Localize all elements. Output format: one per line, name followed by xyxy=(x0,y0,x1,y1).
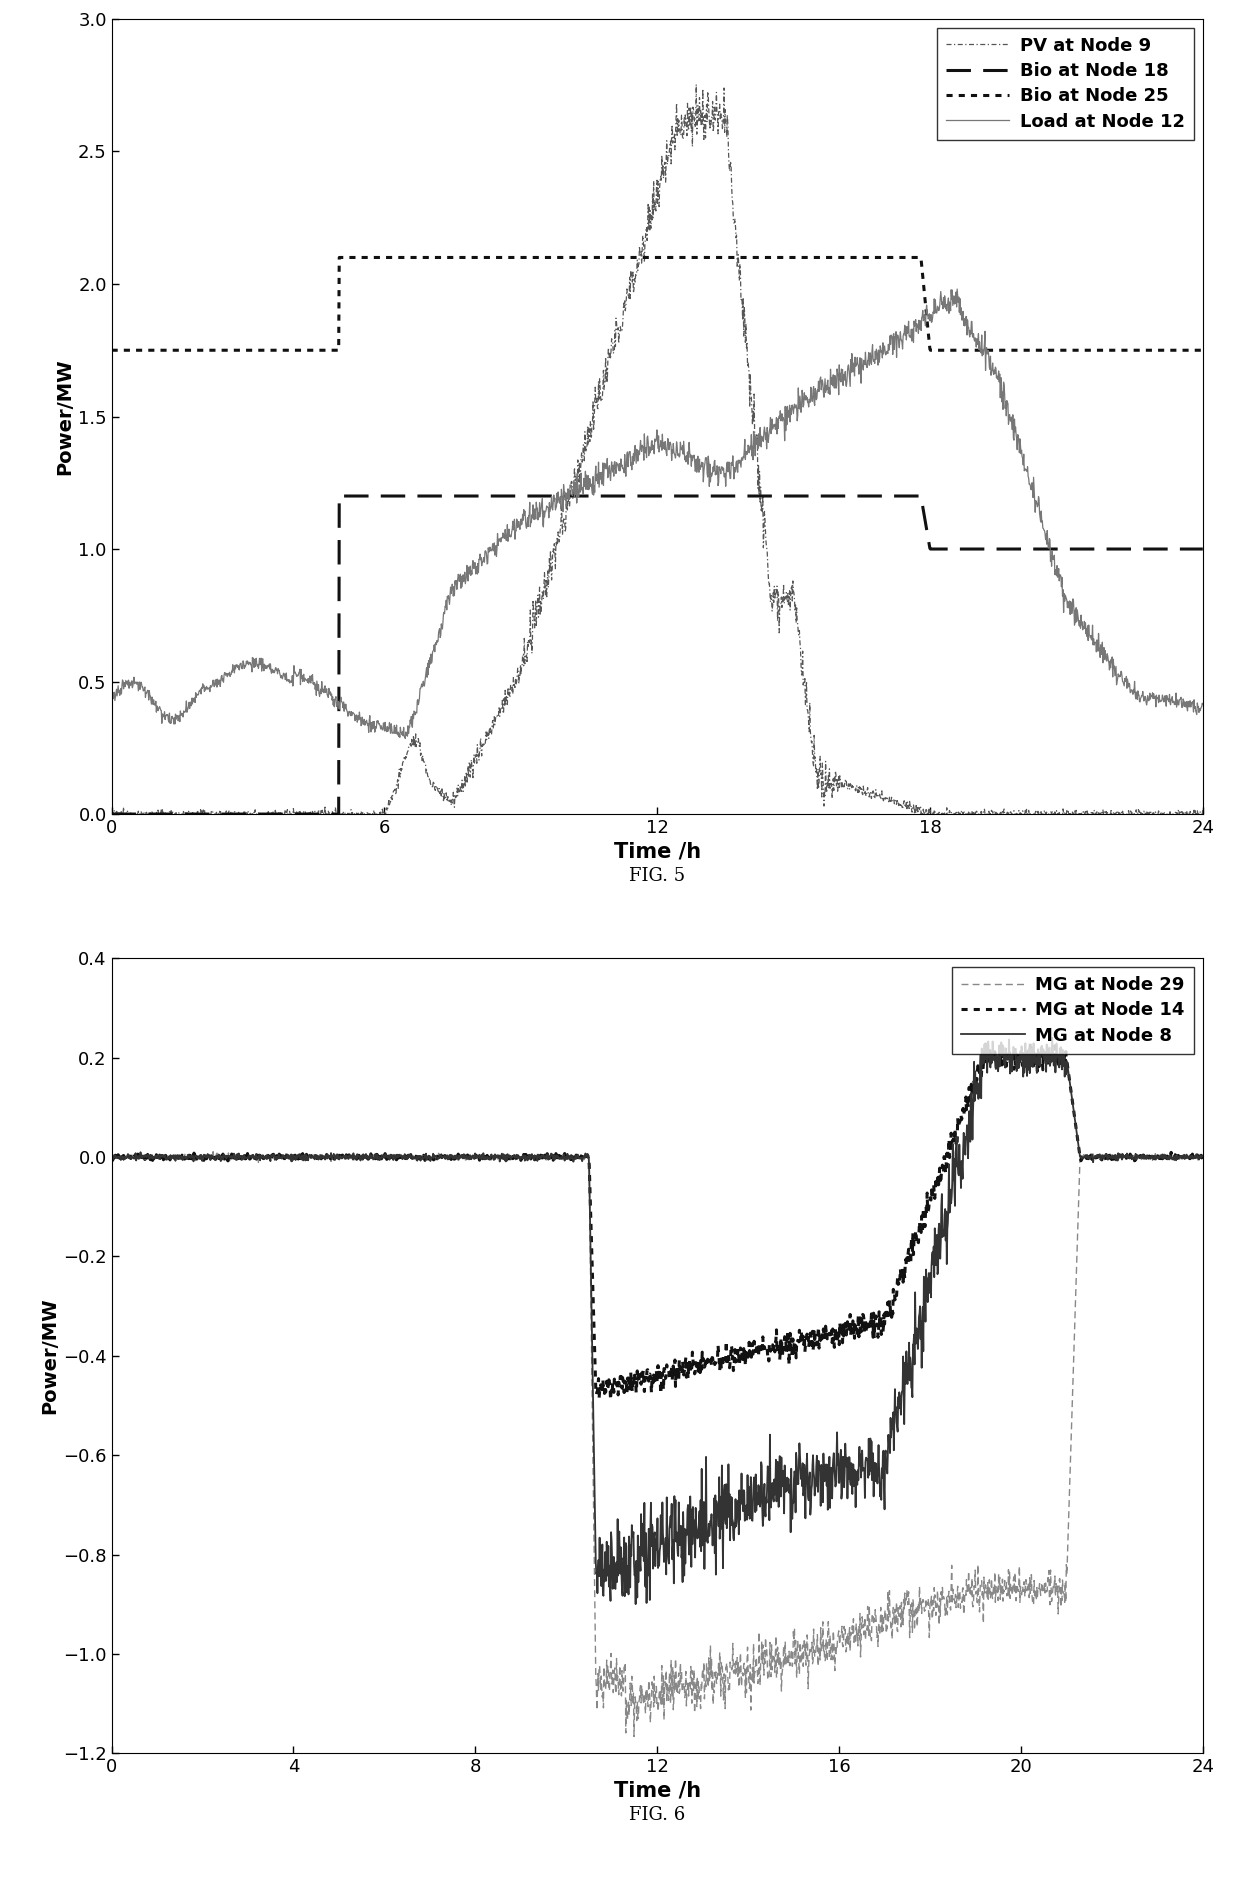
PV at Node 9 xyxy=(1164,803,1179,826)
Line: MG at Node 29: MG at Node 29 xyxy=(112,1152,1203,1737)
Load at Node 12 xyxy=(606,464,621,487)
PV at Node 9 xyxy=(635,223,650,246)
Load at Node 12 xyxy=(635,436,650,458)
PV at Node 9 xyxy=(1164,801,1179,824)
MG at Node 8 xyxy=(606,1561,621,1583)
MG at Node 8 xyxy=(160,1148,175,1170)
Load at Node 12 xyxy=(1164,689,1179,712)
PV at Node 9 xyxy=(1195,799,1210,822)
MG at Node 29 xyxy=(1195,1148,1210,1170)
Load at Node 12 xyxy=(1164,686,1179,708)
MG at Node 14 xyxy=(635,1364,650,1386)
MG at Node 29 xyxy=(206,1140,221,1163)
MG at Node 8 xyxy=(1044,1027,1059,1049)
Bio at Node 18 xyxy=(160,803,175,826)
Bio at Node 25 xyxy=(1163,339,1178,362)
PV at Node 9 xyxy=(965,799,980,822)
MG at Node 14 xyxy=(963,1072,978,1095)
X-axis label: Time /h: Time /h xyxy=(614,841,701,862)
Legend: PV at Node 9, Bio at Node 18, Bio at Node 25, Load at Node 12: PV at Node 9, Bio at Node 18, Bio at Nod… xyxy=(936,28,1194,140)
MG at Node 8 xyxy=(1195,1144,1210,1167)
Load at Node 12 xyxy=(950,278,965,301)
MG at Node 29 xyxy=(1164,1146,1179,1169)
Bio at Node 25 xyxy=(332,246,347,269)
MG at Node 8 xyxy=(635,1544,650,1566)
Bio at Node 18 xyxy=(635,485,650,508)
Line: Bio at Node 18: Bio at Node 18 xyxy=(112,496,1203,814)
PV at Node 9 xyxy=(688,74,703,97)
MG at Node 14 xyxy=(1195,1148,1210,1170)
MG at Node 8 xyxy=(629,1593,644,1616)
Load at Node 12 xyxy=(398,727,413,750)
MG at Node 8 xyxy=(104,1148,119,1170)
MG at Node 29 xyxy=(606,1671,621,1693)
Line: PV at Node 9: PV at Node 9 xyxy=(112,85,1203,816)
Bio at Node 25 xyxy=(160,339,175,362)
Y-axis label: Power/MW: Power/MW xyxy=(55,358,74,475)
MG at Node 29 xyxy=(965,1566,980,1589)
Load at Node 12 xyxy=(104,691,119,714)
Bio at Node 18 xyxy=(104,803,119,826)
MG at Node 14 xyxy=(606,1381,621,1403)
Line: Load at Node 12: Load at Node 12 xyxy=(112,290,1203,739)
MG at Node 8 xyxy=(963,1081,978,1104)
PV at Node 9 xyxy=(606,341,621,364)
Line: Bio at Node 25: Bio at Node 25 xyxy=(112,258,1203,350)
MG at Node 8 xyxy=(1164,1148,1179,1170)
MG at Node 14 xyxy=(603,1388,618,1411)
MG at Node 29 xyxy=(160,1148,175,1170)
MG at Node 14 xyxy=(104,1148,119,1170)
Legend: MG at Node 29, MG at Node 14, MG at Node 8: MG at Node 29, MG at Node 14, MG at Node… xyxy=(952,968,1194,1053)
MG at Node 14 xyxy=(1164,1146,1179,1169)
Load at Node 12 xyxy=(160,705,175,727)
Load at Node 12 xyxy=(965,311,980,333)
Bio at Node 25 xyxy=(104,339,119,362)
Bio at Node 18 xyxy=(1195,538,1210,561)
Bio at Node 25 xyxy=(606,246,621,269)
Bio at Node 18 xyxy=(606,485,621,508)
PV at Node 9 xyxy=(160,803,175,826)
Y-axis label: Power/MW: Power/MW xyxy=(40,1297,58,1415)
MG at Node 29 xyxy=(636,1693,651,1716)
MG at Node 8 xyxy=(1164,1146,1179,1169)
MG at Node 14 xyxy=(160,1148,175,1170)
MG at Node 14 xyxy=(1164,1146,1179,1169)
PV at Node 9 xyxy=(104,803,119,826)
MG at Node 29 xyxy=(1164,1146,1179,1169)
Bio at Node 25 xyxy=(635,246,650,269)
X-axis label: Time /h: Time /h xyxy=(614,1780,701,1801)
Line: MG at Node 14: MG at Node 14 xyxy=(112,1044,1203,1400)
Bio at Node 18 xyxy=(963,538,978,561)
Line: MG at Node 8: MG at Node 8 xyxy=(112,1038,1203,1604)
MG at Node 29 xyxy=(104,1144,119,1167)
MG at Node 14 xyxy=(1023,1032,1038,1055)
PV at Node 9 xyxy=(378,805,393,828)
Bio at Node 18 xyxy=(332,485,347,508)
Bio at Node 25 xyxy=(1164,339,1179,362)
Text: FIG. 6: FIG. 6 xyxy=(629,1807,686,1824)
Bio at Node 25 xyxy=(963,339,978,362)
Load at Node 12 xyxy=(1195,693,1210,716)
Bio at Node 18 xyxy=(1163,538,1178,561)
Bio at Node 18 xyxy=(1164,538,1179,561)
Bio at Node 25 xyxy=(1195,339,1210,362)
Text: FIG. 5: FIG. 5 xyxy=(629,867,686,884)
MG at Node 29 xyxy=(626,1725,641,1748)
